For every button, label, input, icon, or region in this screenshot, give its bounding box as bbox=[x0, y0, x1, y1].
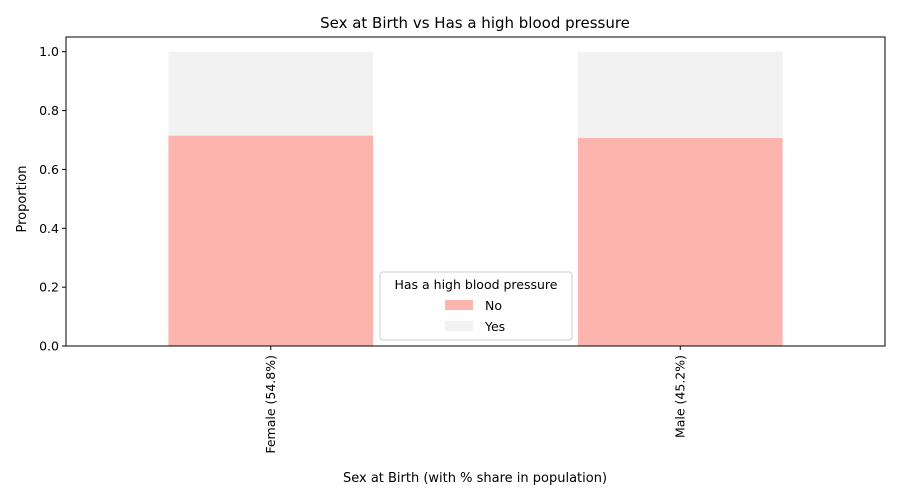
y-tick-label-0: 0.0 bbox=[39, 339, 59, 354]
axes-frame bbox=[65, 36, 886, 347]
bar-yes-0 bbox=[168, 51, 374, 136]
y-tick-label-5: 1.0 bbox=[39, 44, 59, 59]
plot-area: Female (54.8%) Male (45.2%) 0.0 0.2 0.4 0.6 0.… bbox=[39, 36, 886, 454]
legend-title: Has a high blood pressure bbox=[394, 277, 557, 292]
bar-no-0 bbox=[168, 135, 374, 346]
legend: Has a high blood pressure No Yes bbox=[379, 271, 573, 341]
y-tick-label-2: 0.4 bbox=[39, 221, 59, 236]
legend-swatch-yes bbox=[445, 321, 473, 331]
bar-no-1 bbox=[577, 137, 783, 346]
legend-box bbox=[379, 271, 573, 341]
legend-label-yes: Yes bbox=[484, 319, 505, 334]
x-axis-label: Sex at Birth (with % share in population… bbox=[343, 471, 607, 486]
y-axis-label: Proportion bbox=[15, 165, 30, 232]
bar-yes-1 bbox=[577, 51, 783, 138]
y-tick-label-4: 0.8 bbox=[39, 103, 59, 118]
y-tick-label-3: 0.6 bbox=[39, 162, 59, 177]
legend-swatch-no bbox=[445, 300, 473, 310]
x-tick-label-0: Female (54.8%) bbox=[263, 355, 278, 454]
y-tick-label-1: 0.2 bbox=[39, 280, 59, 295]
x-tick-label-1: Male (45.2%) bbox=[672, 355, 687, 438]
legend-label-no: No bbox=[485, 298, 502, 313]
chart-title: Sex at Birth vs Has a high blood pressur… bbox=[320, 14, 630, 32]
